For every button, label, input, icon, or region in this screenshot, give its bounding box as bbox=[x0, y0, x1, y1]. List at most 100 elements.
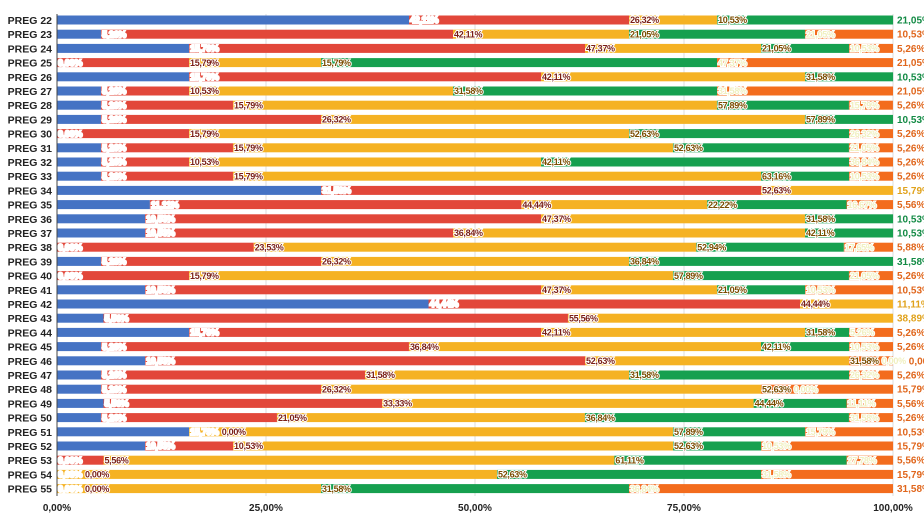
category-label: PREG 53 bbox=[8, 455, 53, 467]
data-label-yellow: 52,63% bbox=[674, 143, 703, 153]
bar-segment-green bbox=[716, 100, 849, 110]
data-label-green: 21,05% bbox=[850, 271, 879, 281]
bar-segment-green bbox=[707, 200, 847, 210]
bar-segment-yellow bbox=[321, 256, 629, 266]
bar-segment-green bbox=[805, 327, 850, 337]
data-label-red: 15,79% bbox=[190, 271, 219, 281]
data-label-end: 11,11% bbox=[897, 300, 924, 311]
category-label: PREG 40 bbox=[8, 271, 53, 283]
data-label-blue: 5,26% bbox=[102, 86, 126, 96]
bar-segment-yellow bbox=[103, 455, 615, 465]
bar-segment-orange bbox=[717, 86, 893, 96]
data-label-yellow: 31,58% bbox=[630, 370, 659, 380]
data-label-yellow: 42,11% bbox=[762, 342, 791, 352]
data-label-yellow: 63,16% bbox=[762, 171, 791, 181]
bar-segment-yellow bbox=[585, 356, 850, 366]
bar-segment-yellow bbox=[408, 342, 761, 352]
data-label-yellow: 10,53% bbox=[718, 15, 747, 25]
data-label-red: 52,63% bbox=[586, 356, 615, 366]
bar-segment-yellow bbox=[541, 72, 806, 82]
data-label-end: 5,26% bbox=[897, 44, 924, 55]
bar-segment-green bbox=[760, 171, 850, 181]
data-label-blue: 31,58% bbox=[322, 186, 351, 196]
data-label-blue: 5,26% bbox=[102, 29, 126, 39]
bar-segment-red bbox=[145, 285, 542, 295]
data-label-red: 33,33% bbox=[383, 399, 412, 409]
bar-segment-red bbox=[145, 214, 542, 224]
bar-segment-orange bbox=[760, 469, 893, 479]
bar-segment-red bbox=[57, 129, 190, 139]
data-label-red: 26,32% bbox=[322, 384, 351, 394]
category-label: PREG 34 bbox=[8, 185, 53, 197]
bar-segment-orange bbox=[848, 413, 893, 423]
data-label-blue: 15,79% bbox=[190, 44, 219, 54]
bar-segment-orange bbox=[804, 29, 893, 39]
bars: 42,11% 26,32% 10,53% 21,05% 5,26% 42,11% 21,05… bbox=[57, 14, 924, 495]
bar-segment-red bbox=[100, 114, 322, 124]
data-label-blue: 0,00% bbox=[58, 58, 82, 68]
data-label-blue: 5,26% bbox=[102, 171, 126, 181]
data-label-end: 15,79% bbox=[897, 470, 924, 481]
bar-segment-orange bbox=[849, 327, 893, 337]
bar-segment-yellow bbox=[232, 143, 673, 153]
category-label: PREG 48 bbox=[8, 384, 53, 396]
bar-segment-orange bbox=[849, 356, 893, 366]
bar-segment-yellow bbox=[541, 214, 806, 224]
category-label: PREG 45 bbox=[8, 342, 53, 354]
data-label-end: 5,26% bbox=[897, 328, 924, 339]
bar-segment-yellow bbox=[253, 242, 697, 252]
bar-segment-green bbox=[760, 43, 850, 53]
data-label-blue: 42,11% bbox=[410, 15, 439, 25]
bar-segment-yellow bbox=[585, 43, 761, 53]
bar-segment-red bbox=[428, 299, 801, 309]
data-label-green: 27,78% bbox=[848, 455, 877, 465]
category-label: PREG 33 bbox=[8, 171, 53, 183]
data-label-red: 15,79% bbox=[190, 129, 219, 139]
data-label-green: 11,11% bbox=[848, 399, 876, 409]
bar-segment-orange bbox=[849, 43, 893, 53]
bar-segment-yellow bbox=[189, 129, 629, 139]
category-label: PREG 29 bbox=[8, 114, 53, 126]
bar-segment-orange bbox=[804, 427, 893, 437]
bar-segment-green bbox=[584, 413, 849, 423]
data-label-green: 10,53% bbox=[762, 441, 791, 451]
bar-segment-yellow bbox=[321, 384, 761, 394]
category-label: PREG 24 bbox=[8, 43, 53, 55]
data-label-end: 5,26% bbox=[897, 413, 924, 424]
data-label-red: 44,44% bbox=[522, 200, 551, 210]
data-label-end: 5,88% bbox=[897, 243, 924, 254]
data-label-blue: 10,53% bbox=[146, 441, 175, 451]
data-label-end: 10,53% bbox=[897, 229, 924, 240]
bar-segment-yellow bbox=[189, 58, 322, 68]
bar-segment-green bbox=[717, 285, 806, 295]
data-label-end: 10,53% bbox=[897, 285, 924, 296]
bar-segment-orange bbox=[849, 157, 893, 167]
data-label-blue: 10,53% bbox=[146, 356, 175, 366]
bar-segment-yellow bbox=[189, 271, 673, 281]
data-label-yellow: 31,58% bbox=[806, 328, 835, 338]
category-label: PREG 52 bbox=[8, 441, 53, 453]
bar-segment-green bbox=[321, 58, 718, 68]
data-label-green: 10,53% bbox=[850, 342, 879, 352]
bar-segment-red bbox=[100, 29, 454, 39]
data-label-blue: 15,79% bbox=[190, 328, 219, 338]
data-label-yellow: 36,84% bbox=[586, 413, 615, 423]
bar-segment-yellow bbox=[567, 313, 894, 323]
data-label-end: 10,53% bbox=[897, 214, 924, 225]
bar-segment-red bbox=[100, 370, 365, 380]
bar-segment-orange bbox=[846, 398, 893, 408]
data-label-end: 5,26% bbox=[897, 172, 924, 183]
data-label-blue: 0,00% bbox=[58, 242, 82, 252]
bar-segment-yellow bbox=[276, 413, 585, 423]
bar-segment-yellow bbox=[453, 228, 806, 238]
bar-segment-red bbox=[189, 327, 542, 337]
data-label-red: 42,11% bbox=[542, 328, 571, 338]
data-label-yellow: 21,05% bbox=[762, 44, 791, 54]
bar-segment-green bbox=[321, 484, 629, 494]
bar-segment-blue bbox=[57, 200, 150, 210]
data-label-end: 10,53% bbox=[897, 72, 924, 83]
data-label-red: 52,63% bbox=[762, 186, 791, 196]
bar-segment-orange bbox=[849, 342, 893, 352]
data-label-yellow: 31,58% bbox=[806, 72, 835, 82]
data-label-green: 16,67% bbox=[848, 200, 877, 210]
